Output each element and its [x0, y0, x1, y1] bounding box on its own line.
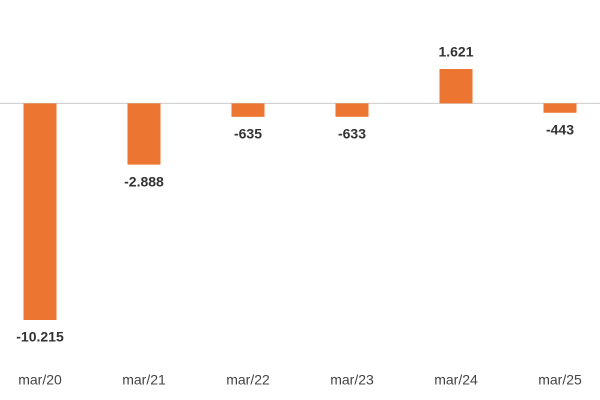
bar: [543, 103, 577, 113]
bar: [439, 69, 473, 104]
value-label: -633: [338, 126, 366, 142]
x-tick-label: mar/23: [330, 372, 374, 388]
value-label: -443: [546, 121, 574, 137]
x-tick-label: mar/24: [434, 372, 478, 388]
value-label: -635: [234, 126, 262, 142]
x-tick-label: mar/21: [122, 372, 166, 388]
bar: [23, 103, 57, 320]
bar: [335, 103, 369, 117]
value-label: 1.621: [438, 44, 473, 60]
x-tick-label: mar/20: [18, 372, 62, 388]
value-label: -2.888: [124, 173, 164, 189]
bar: [231, 103, 265, 117]
x-tick-label: mar/25: [538, 372, 582, 388]
bar: [127, 103, 161, 165]
x-tick-label: mar/22: [226, 372, 270, 388]
value-label: -10.215: [16, 329, 64, 345]
